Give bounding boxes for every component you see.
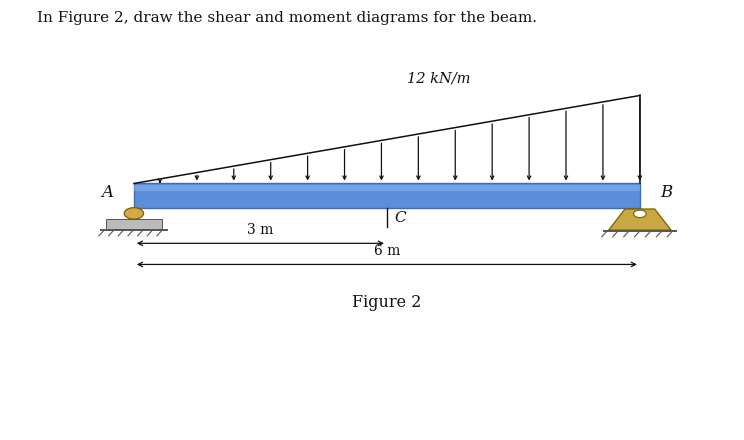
Text: Figure 2: Figure 2 (352, 294, 422, 311)
Text: 12 kN/m: 12 kN/m (407, 72, 471, 86)
Circle shape (124, 208, 144, 219)
Polygon shape (609, 209, 671, 230)
Text: C: C (394, 211, 406, 225)
Bar (134, 183, 640, 208)
Text: 3 m: 3 m (247, 223, 274, 237)
Bar (134, 185, 640, 191)
Circle shape (634, 210, 646, 217)
Text: A: A (101, 184, 113, 201)
Text: 6 m: 6 m (373, 244, 400, 258)
Text: B: B (661, 184, 673, 201)
Bar (106, 219, 162, 229)
Text: In Figure 2, draw the shear and moment diagrams for the beam.: In Figure 2, draw the shear and moment d… (37, 11, 537, 25)
